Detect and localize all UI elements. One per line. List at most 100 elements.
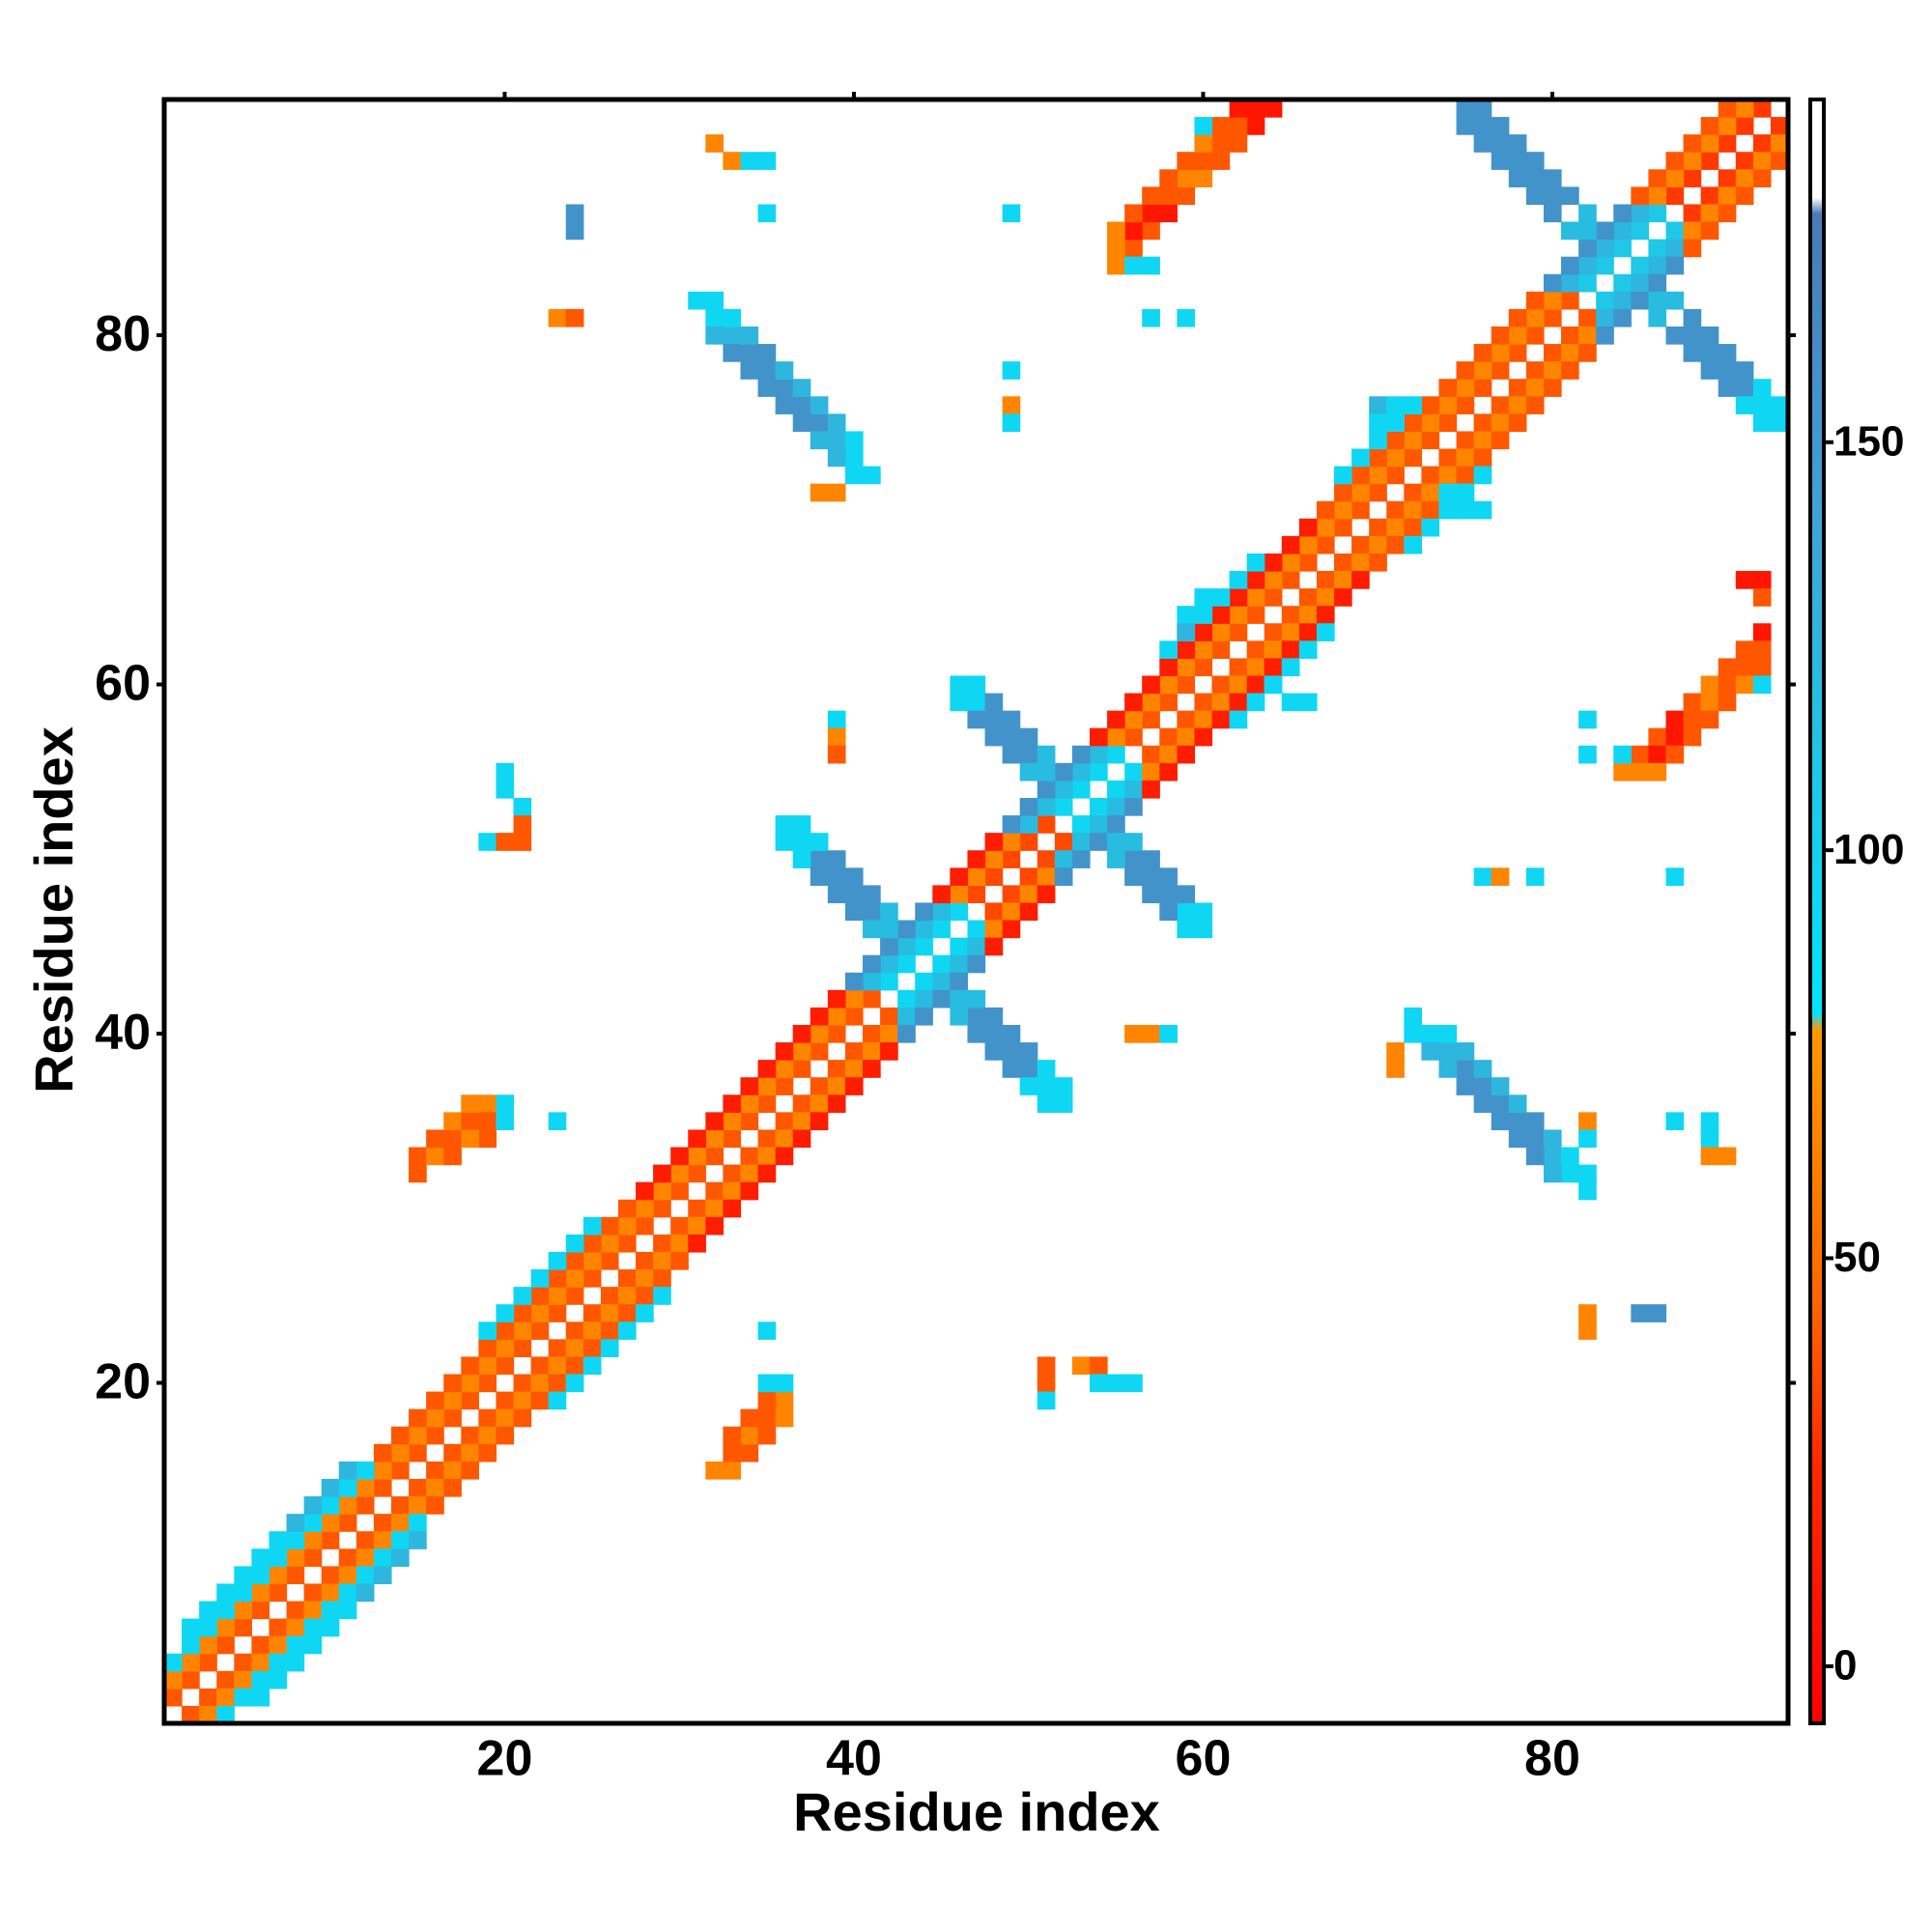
heatmap-cell — [653, 1199, 671, 1218]
heatmap-cell — [1648, 273, 1667, 293]
heatmap-cell — [1177, 623, 1196, 641]
heatmap-cell — [1107, 833, 1125, 851]
heatmap-cell — [1404, 413, 1423, 433]
heatmap-cell — [1071, 745, 1091, 764]
heatmap-cell — [1525, 152, 1545, 170]
heatmap-cell — [1281, 553, 1300, 572]
heatmap-cell — [496, 1408, 515, 1428]
heatmap-cell — [1264, 99, 1283, 118]
heatmap-cell — [1194, 920, 1213, 939]
heatmap-cell — [792, 413, 811, 433]
heatmap-cell — [1735, 361, 1754, 380]
heatmap-cell — [1002, 361, 1021, 380]
heatmap-cell — [932, 972, 951, 991]
heatmap-cell — [1613, 762, 1632, 781]
heatmap-cell — [1700, 221, 1719, 241]
heatmap-cell — [1159, 885, 1178, 904]
heatmap-cell — [303, 1583, 323, 1603]
heatmap-cell — [426, 1391, 444, 1410]
heatmap-cell — [1177, 710, 1196, 729]
heatmap-cell — [688, 1147, 706, 1166]
heatmap-cell — [1037, 1391, 1056, 1410]
heatmap-cell — [967, 675, 986, 695]
heatmap-cell — [582, 1269, 602, 1288]
heatmap-cell — [513, 1287, 532, 1305]
heatmap-cell — [548, 1269, 567, 1288]
heatmap-cell — [1700, 326, 1719, 345]
heatmap-cell — [1665, 169, 1685, 187]
heatmap-cell — [321, 1583, 340, 1603]
heatmap-cell — [199, 1618, 217, 1637]
heatmap-cell — [478, 833, 497, 851]
heatmap-cell — [390, 1443, 410, 1463]
heatmap-cell — [688, 1216, 706, 1236]
heatmap-cell — [775, 361, 794, 380]
heatmap-cell — [1019, 833, 1038, 851]
heatmap-cell — [1298, 553, 1318, 572]
heatmap-cell — [984, 867, 1004, 886]
heatmap-cell — [164, 1670, 183, 1690]
heatmap-cell — [321, 1496, 340, 1515]
heatmap-cell — [251, 1670, 270, 1690]
heatmap-cell — [1508, 1112, 1527, 1131]
heatmap-cell — [617, 1269, 637, 1288]
heatmap-cell — [844, 448, 864, 468]
heatmap-cell — [1404, 535, 1423, 554]
heatmap-cell — [461, 1112, 479, 1131]
heatmap-cell — [670, 1147, 689, 1166]
heatmap-cell — [897, 989, 916, 1009]
heatmap-cell — [1578, 1129, 1597, 1149]
heatmap-cell — [880, 920, 898, 939]
heatmap-cell — [1473, 1094, 1492, 1113]
heatmap-cell — [496, 1112, 515, 1131]
heatmap-cell — [1543, 1129, 1562, 1149]
heatmap-cell — [303, 1618, 323, 1637]
heatmap-cell — [1473, 431, 1492, 450]
heatmap-cell — [1264, 571, 1283, 589]
heatmap-cell — [792, 396, 811, 414]
heatmap-cell — [705, 1129, 724, 1149]
heatmap-cell — [1456, 483, 1475, 502]
heatmap-cell — [251, 1583, 270, 1603]
heatmap-cell — [1735, 379, 1754, 397]
heatmap-cell — [1037, 1094, 1056, 1113]
heatmap-cell — [1718, 344, 1737, 362]
heatmap-cell — [1037, 850, 1056, 868]
heatmap-cell — [565, 1234, 584, 1253]
heatmap-cell — [1438, 1042, 1458, 1061]
heatmap-cell — [1002, 815, 1021, 834]
heatmap-cell — [653, 1234, 671, 1253]
heatmap-cell — [1456, 99, 1475, 118]
heatmap-cell — [740, 1408, 759, 1428]
heatmap-cell — [705, 1147, 724, 1166]
heatmap-cell — [1561, 256, 1579, 275]
heatmap-cell — [705, 291, 724, 310]
heatmap-cell — [426, 1408, 444, 1428]
heatmap-cell — [390, 1496, 410, 1515]
heatmap-cell — [844, 431, 864, 450]
heatmap-cell — [1770, 117, 1789, 135]
heatmap-cell — [1631, 204, 1649, 223]
heatmap-cell — [600, 1234, 619, 1253]
heatmap-cell — [1683, 152, 1702, 170]
heatmap-cell — [1177, 308, 1196, 327]
heatmap-cell — [1229, 675, 1248, 695]
heatmap-cell — [1124, 1374, 1143, 1393]
heatmap-cell — [757, 152, 777, 170]
heatmap-cell — [757, 1426, 777, 1445]
heatmap-cell — [1508, 326, 1527, 345]
heatmap-cell — [1124, 850, 1143, 868]
heatmap-cell — [1211, 693, 1231, 712]
heatmap-cell — [792, 1112, 811, 1131]
heatmap-cell — [863, 989, 881, 1009]
heatmap-cell — [915, 972, 933, 991]
heatmap-cell — [775, 1129, 794, 1149]
heatmap-cell — [1386, 535, 1405, 554]
heatmap-cell — [1386, 413, 1405, 433]
heatmap-cell — [688, 1129, 706, 1149]
heatmap-cell — [844, 867, 864, 886]
heatmap-cell — [513, 1391, 532, 1410]
heatmap-cell — [1631, 291, 1649, 310]
heatmap-cell — [251, 1635, 270, 1655]
heatmap-cell — [1683, 134, 1702, 153]
